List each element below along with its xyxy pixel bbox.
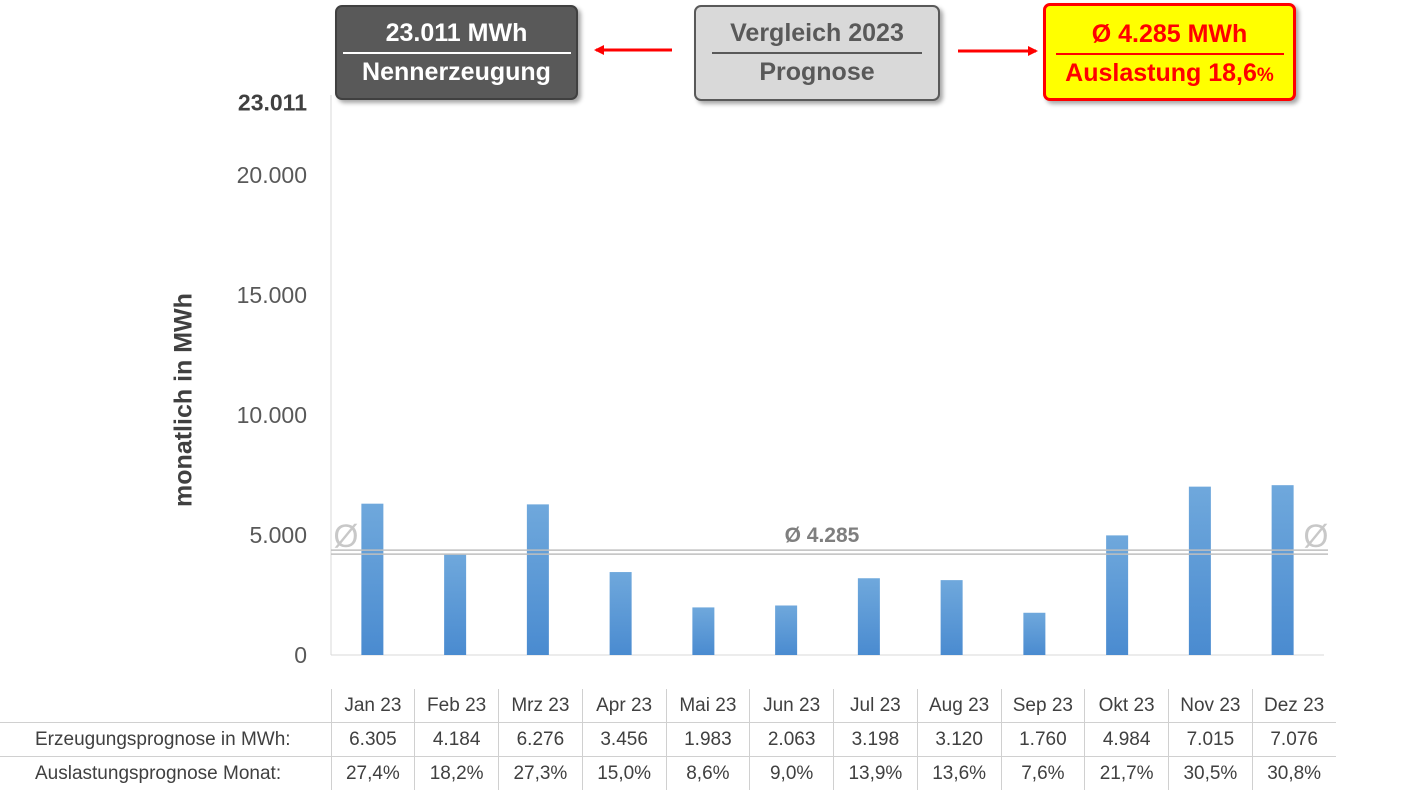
bar (1106, 535, 1129, 655)
production-value: 7.076 (1251, 722, 1336, 757)
vergleich-title: Vergleich 2023 (730, 19, 904, 47)
table-row-label: Erzeugungsprognose in MWh: (0, 722, 331, 757)
y-tick-label: 10.000 (237, 402, 307, 428)
bar (857, 578, 880, 655)
table-row-production: Erzeugungsprognose in MWh: 6.305 4.184 6.2… (0, 722, 1336, 757)
production-value: 3.456 (581, 722, 666, 757)
nenn-divider (342, 52, 571, 54)
production-value: 1.760 (1000, 722, 1085, 757)
production-value: 1.983 (665, 722, 750, 757)
average-label: Ø 4.285 (785, 524, 860, 547)
data-table: Jan 23 Feb 23 Mrz 23 Apr 23 Mai 23 Jun 23 Jul … (0, 689, 1336, 790)
table-row-utilization: Auslastungsprognose Monat: 27,4% 18,2% 27,… (0, 756, 1336, 790)
bar (940, 580, 963, 655)
y-tick-label: 5.000 (249, 522, 307, 548)
month-label: Okt 23 (1084, 689, 1169, 723)
utilization-value: 30,5% (1168, 756, 1253, 790)
avg-value: Ø 4.285 MWh (1091, 20, 1248, 48)
utilization-value: 9,0% (749, 756, 834, 790)
month-label: Jan 23 (330, 689, 415, 723)
month-label: Aug 23 (916, 689, 1001, 723)
nenn-label: Nennerzeugung (362, 58, 551, 86)
y-tick-max: 23.011 (238, 90, 307, 116)
utilization-value: 13,9% (833, 756, 918, 790)
utilization-value: 27,3% (498, 756, 583, 790)
bar (444, 554, 467, 655)
table-corner (0, 689, 331, 723)
utilization-value: 8,6% (665, 756, 750, 790)
utilization-value: 27,4% (330, 756, 415, 790)
utilization-value: 15,0% (581, 756, 666, 790)
y-axis-title: monatlich in MWh (169, 293, 198, 507)
avg-divider (1055, 53, 1284, 55)
average-symbol-left: Ø (334, 518, 359, 554)
production-value: 4.184 (414, 722, 499, 757)
avg-pct: % (1256, 65, 1274, 86)
vergleich-box: Vergleich 2023 Prognose (694, 5, 940, 101)
avg-label: Auslastung 18,6% (1065, 59, 1274, 87)
bar (692, 607, 715, 655)
table-row-label: Auslastungsprognose Monat: (0, 756, 331, 790)
utilization-value: 18,2% (414, 756, 499, 790)
month-label: Mai 23 (665, 689, 750, 723)
bar (1271, 485, 1294, 655)
utilization-value: 30,8% (1251, 756, 1336, 790)
y-tick-label: 20.000 (237, 162, 307, 188)
bar (609, 572, 632, 655)
utilization-value: 13,6% (916, 756, 1001, 790)
month-label: Jul 23 (833, 689, 918, 723)
vergleich-divider (712, 52, 922, 54)
bar (775, 605, 798, 655)
bar (361, 503, 384, 655)
production-value: 7.015 (1168, 722, 1253, 757)
month-label: Jun 23 (749, 689, 834, 723)
production-value: 4.984 (1084, 722, 1169, 757)
production-value: 6.276 (498, 722, 583, 757)
month-label: Feb 23 (414, 689, 499, 723)
nennerzeugung-box: 23.011 MWh Nennerzeugung (335, 5, 578, 100)
month-label: Mrz 23 (498, 689, 583, 723)
bar (1188, 486, 1211, 655)
production-value: 2.063 (749, 722, 834, 757)
y-tick-label: 0 (294, 642, 307, 668)
y-tick-label: 15.000 (237, 282, 307, 308)
month-label: Apr 23 (581, 689, 666, 723)
table-row-months: Jan 23 Feb 23 Mrz 23 Apr 23 Mai 23 Jun 23 Jul … (0, 689, 1336, 723)
average-symbol-right: Ø (1304, 518, 1329, 554)
production-value: 6.305 (330, 722, 415, 757)
average-box: Ø 4.285 MWh Auslastung 18,6% (1043, 3, 1296, 101)
utilization-value: 21,7% (1084, 756, 1169, 790)
utilization-value: 7,6% (1000, 756, 1085, 790)
bar (526, 504, 549, 655)
production-value: 3.120 (916, 722, 1001, 757)
month-label: Dez 23 (1251, 689, 1336, 723)
vergleich-subtitle: Prognose (759, 58, 875, 86)
nenn-value: 23.011 MWh (385, 19, 528, 47)
production-value: 3.198 (833, 722, 918, 757)
bar (1023, 612, 1046, 655)
month-label: Sep 23 (1000, 689, 1085, 723)
month-label: Nov 23 (1168, 689, 1253, 723)
